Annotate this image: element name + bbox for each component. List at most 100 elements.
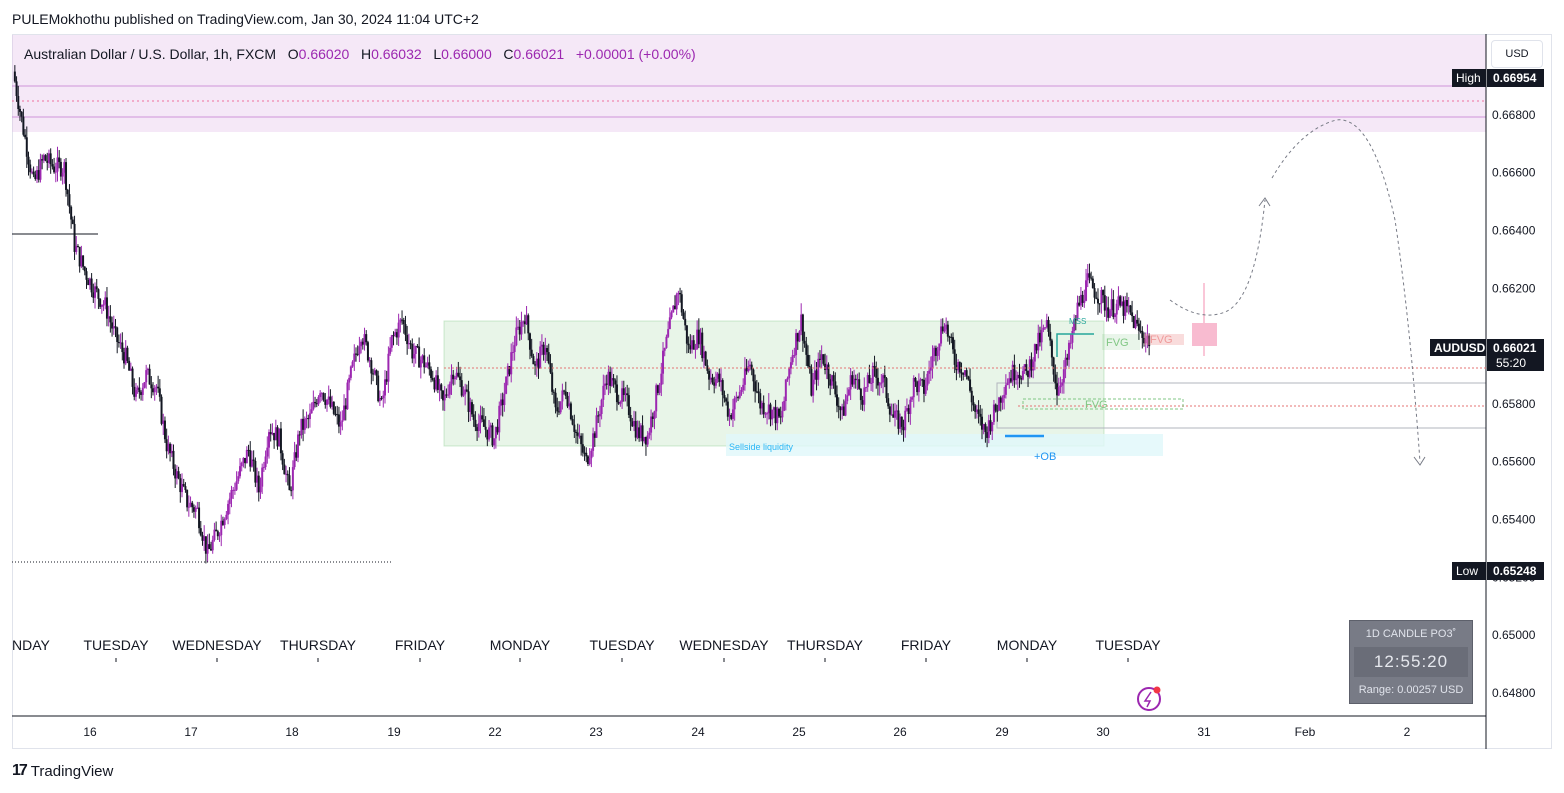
- candle-body: [743, 367, 746, 385]
- candle-body: [430, 369, 433, 378]
- candle-body: [771, 409, 774, 420]
- candle-body: [972, 402, 975, 406]
- candle-body: [873, 365, 876, 369]
- candle-body: [781, 410, 784, 418]
- candle-body: [174, 468, 177, 479]
- candle-body: [1052, 357, 1055, 375]
- candle-body: [447, 394, 450, 396]
- y-tick-label: 0.66600: [1492, 166, 1536, 180]
- candle-body: [365, 334, 368, 343]
- candle-body: [435, 375, 438, 390]
- candle-body: [1117, 296, 1120, 304]
- candle-body: [561, 390, 564, 402]
- candle-body: [65, 162, 68, 190]
- candle-body: [36, 170, 39, 179]
- candle-body: [827, 364, 830, 380]
- candle-body: [336, 414, 339, 416]
- candle-body: [167, 443, 170, 452]
- candle-body: [551, 372, 554, 392]
- candle-body: [576, 432, 579, 436]
- candle-body: [745, 367, 748, 372]
- candle-body: [836, 394, 839, 406]
- candle-body: [796, 333, 799, 342]
- candle-body: [245, 449, 248, 464]
- x-day-label: NDAY: [12, 637, 51, 653]
- legend-open: 0.66020: [298, 46, 350, 62]
- candle-body: [586, 456, 589, 465]
- candle-body: [643, 436, 646, 442]
- candle-body: [728, 415, 731, 417]
- candle-body: [774, 407, 777, 424]
- candle-body: [433, 379, 436, 390]
- candle-body: [24, 134, 27, 138]
- candle-body: [172, 450, 175, 469]
- candle-body: [232, 489, 235, 491]
- candle-body: [1064, 357, 1067, 370]
- candle-body: [1006, 383, 1009, 386]
- candle-body: [660, 373, 663, 385]
- candle-body: [866, 375, 869, 388]
- candle-body: [803, 340, 806, 344]
- candle-body: [921, 379, 924, 381]
- candle-body: [402, 319, 405, 325]
- candle-body: [539, 346, 542, 369]
- candle-body: [503, 393, 506, 406]
- ob-label: +OB: [1034, 451, 1056, 463]
- candle-body: [252, 459, 255, 461]
- candle-body: [1139, 330, 1142, 332]
- candle-body: [17, 96, 20, 109]
- candle-body: [563, 390, 566, 392]
- currency-button[interactable]: USD: [1491, 40, 1543, 68]
- candle-body: [498, 405, 501, 433]
- candle-body: [899, 416, 902, 429]
- candle-body: [1110, 299, 1113, 311]
- candle-body: [853, 378, 856, 385]
- candle-body: [71, 219, 74, 224]
- candle-body: [1040, 329, 1043, 343]
- x-date-label: 26: [893, 725, 907, 739]
- candle-body: [94, 286, 97, 298]
- candle-body: [897, 410, 900, 429]
- candle-body: [1013, 364, 1016, 381]
- candle-body: [109, 316, 112, 323]
- candle-body: [141, 387, 144, 395]
- candle-body: [631, 421, 634, 427]
- candle-body: [1035, 344, 1038, 351]
- candle-body: [895, 410, 898, 412]
- candle-body: [931, 355, 934, 368]
- candle-body: [488, 427, 491, 440]
- candle-body: [1057, 387, 1060, 396]
- candle-body: [950, 336, 953, 338]
- candle-body: [1120, 301, 1123, 306]
- candle-body: [607, 371, 610, 385]
- candle-body: [1095, 297, 1098, 299]
- candle-body: [534, 364, 537, 366]
- legend-symbol: Australian Dollar / U.S. Dollar, 1h, FXC…: [24, 46, 277, 62]
- candle-body: [337, 414, 340, 427]
- legend-l-label: L: [433, 46, 442, 62]
- candle-body: [452, 374, 455, 380]
- candle-body: [170, 450, 173, 454]
- candle-body: [436, 375, 439, 390]
- candle-body: [331, 401, 334, 407]
- candle-body: [513, 345, 516, 353]
- candle-body: [946, 324, 949, 337]
- candle-body: [351, 361, 354, 367]
- candle-body: [581, 444, 584, 453]
- candle-body: [701, 332, 704, 359]
- candle-body: [825, 364, 828, 371]
- candle-body: [708, 370, 711, 380]
- y-tick-label: 0.64800: [1492, 686, 1536, 700]
- candle-body: [354, 353, 357, 355]
- tradingview-logo[interactable]: 17 TradingView: [12, 762, 113, 780]
- candle-body: [44, 155, 47, 161]
- candle-body: [20, 111, 23, 117]
- candle-body: [979, 413, 982, 417]
- candle-body: [547, 352, 550, 364]
- candle-body: [849, 375, 852, 390]
- candle-body: [682, 312, 685, 319]
- candle-body: [419, 359, 422, 368]
- x-date-label: 23: [589, 725, 603, 739]
- candle-body: [544, 348, 547, 355]
